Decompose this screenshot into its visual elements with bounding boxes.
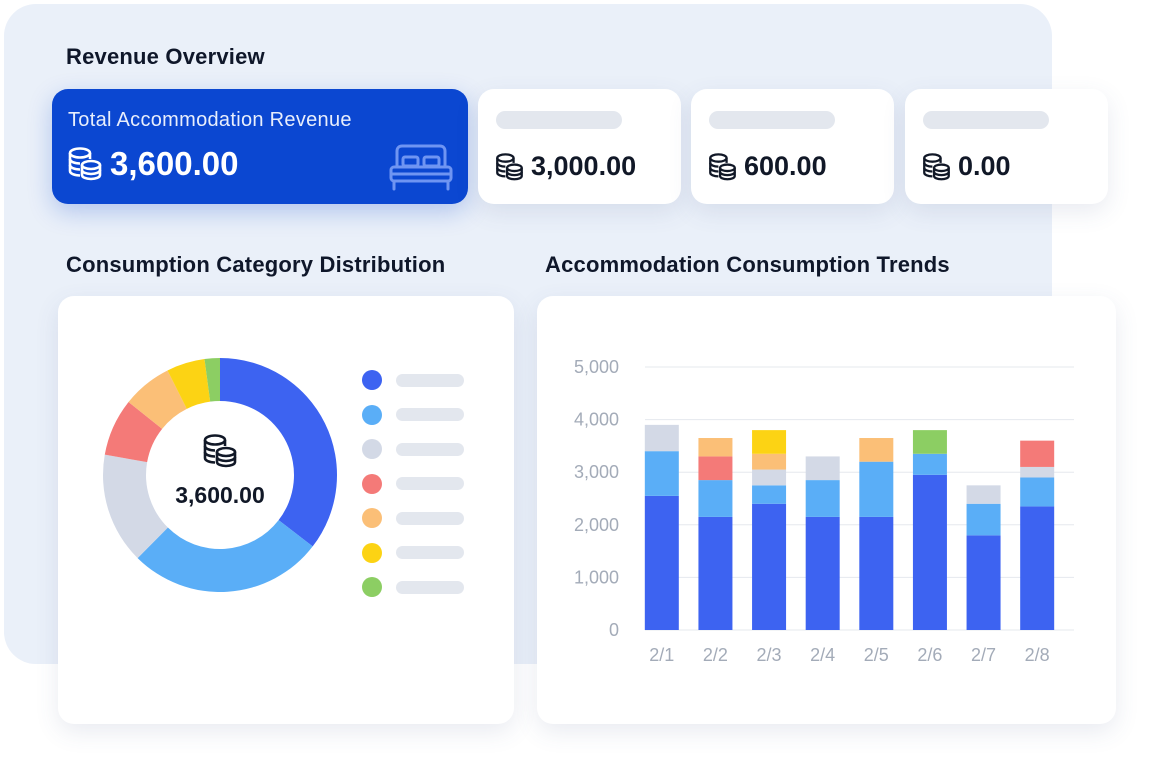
legend-dot [362,439,382,459]
bed-icon [389,144,453,191]
bar-segment[interactable] [644,495,679,630]
donut-slice[interactable] [102,454,168,559]
bar-segment[interactable] [1020,440,1055,467]
revenue-overview-title: Revenue Overview [66,44,265,69]
bar-segment[interactable] [752,469,787,486]
x-tick-label: 2/1 [649,645,674,665]
revenue-card-2-value: 600.00 [744,151,827,181]
bar-segment[interactable] [966,503,1001,536]
bar-segment[interactable] [752,453,787,470]
coins-icon [496,152,523,180]
revenue-card-2-value-row: 600.00 [707,151,827,182]
revenue-card-1-value-row: 3,000.00 [494,151,636,182]
revenue-card-1[interactable]: 3,000.00 [478,89,681,204]
bar-segment[interactable] [912,474,947,630]
revenue-card-3-value-row: 0.00 [921,151,1011,182]
bar-segment[interactable] [966,535,1001,630]
x-tick-label: 2/3 [757,645,782,665]
donut-chart[interactable] [95,355,345,595]
x-tick-label: 2/5 [864,645,889,665]
bar-segment[interactable] [805,480,840,517]
total-revenue-value-row: 3,600.00 [66,145,238,183]
bar-segment[interactable] [1020,477,1055,507]
legend-label-placeholder [396,408,464,421]
revenue-card-2[interactable]: 600.00 [691,89,894,204]
bar-segment[interactable] [1020,466,1055,478]
total-revenue-label: Total Accommodation Revenue [68,109,352,131]
bar-segment[interactable] [752,430,787,454]
bar-segment[interactable] [644,424,679,452]
legend-dot [362,577,382,597]
card-label-placeholder [496,111,622,129]
legend-dot [362,404,382,425]
legend-dot [362,508,382,528]
bar-segment[interactable] [752,503,787,630]
y-tick-label: 5,000 [574,357,619,377]
revenue-card-1-value: 3,000.00 [531,151,637,181]
legend-label-placeholder [396,477,464,490]
donut-slice[interactable] [137,520,313,592]
bar-segment[interactable] [912,430,947,454]
y-tick-label: 4,000 [574,410,619,430]
coins-icon [203,434,237,468]
bar-segment[interactable] [698,456,733,481]
bar-segment[interactable] [752,485,787,504]
coins-icon [923,152,950,180]
legend-label-placeholder [396,373,464,387]
y-tick-label: 3,000 [574,462,619,482]
bar-segment[interactable] [1020,506,1055,630]
legend-label-placeholder [396,511,464,525]
x-tick-label: 2/4 [810,645,835,665]
bar-segment[interactable] [805,516,840,630]
legend-label-placeholder [396,580,464,594]
card-label-placeholder [923,111,1049,129]
card-label-placeholder [709,111,835,129]
bar-segment[interactable] [805,456,840,481]
legend-dot [362,542,382,563]
y-tick-label: 1,000 [574,567,619,587]
trends-title: Accommodation Consumption Trends [545,252,950,277]
donut-slice[interactable] [104,402,163,463]
donut-center-value: 3,600.00 [175,482,265,508]
bar-segment[interactable] [912,453,947,475]
distribution-title: Consumption Category Distribution [66,252,446,277]
total-revenue-value: 3,600.00 [110,145,239,182]
y-tick-label: 2,000 [574,515,619,535]
coins-icon [68,147,102,181]
stacked-bar-chart[interactable]: 0 1,000 2,000 3,000 4,000 5,000 2/1 2/2 2/3 2/4 2/… [537,296,1116,724]
donut-slice[interactable] [128,370,187,429]
revenue-card-3-value: 0.00 [958,151,1011,181]
x-tick-label: 2/6 [917,645,942,665]
donut-slice[interactable] [204,358,220,402]
bar-segment[interactable] [859,516,894,630]
bar-segment[interactable] [644,451,679,496]
donut-slice[interactable] [220,358,337,547]
legend-label-placeholder [396,442,464,456]
bar-segment[interactable] [859,438,894,462]
bar-segment[interactable] [859,461,894,517]
legend-label-placeholder [396,546,464,559]
revenue-card-3[interactable]: 0.00 [905,89,1108,204]
bar-segment[interactable] [698,480,733,517]
x-tick-label: 2/8 [1025,645,1050,665]
x-tick-label: 2/2 [703,645,728,665]
legend-dot [362,473,382,494]
coins-icon [709,152,736,180]
donut-slice[interactable] [167,359,211,409]
y-tick-label: 0 [609,620,619,640]
total-revenue-card[interactable]: Total Accommodation Revenue 3,600.00 [52,89,468,204]
legend-dot [362,370,382,390]
bar-segment[interactable] [698,516,733,630]
bar-segment[interactable] [698,438,733,457]
bar-segment[interactable] [966,485,1001,504]
x-tick-label: 2/7 [971,645,996,665]
